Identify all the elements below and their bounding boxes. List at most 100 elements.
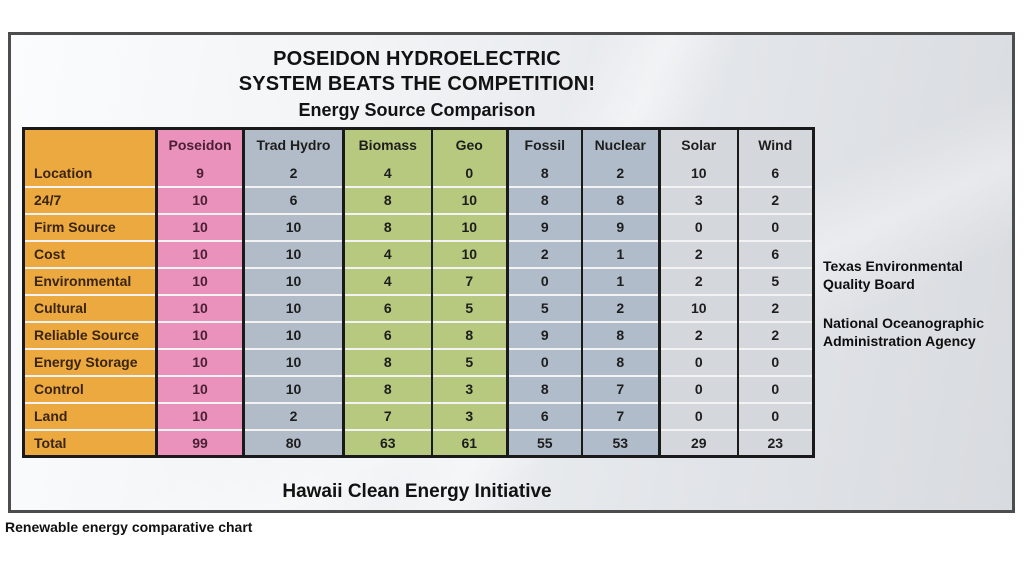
table-row: Control 10 10 8 3 8 7 0 0	[22, 374, 814, 403]
table-cell: 7	[580, 401, 660, 430]
row-label: Energy Storage	[22, 347, 157, 376]
table-cell: 99	[155, 428, 244, 457]
table-row: Firm Source 10 10 8 10 9 9 0 0	[22, 212, 814, 241]
table-cell: 0	[658, 212, 738, 241]
table-cell: 3	[430, 374, 508, 403]
table-cell: 0	[658, 347, 738, 376]
table-row: Energy Storage 10 10 8 5 0 8 0 0	[22, 347, 814, 376]
table-cell: 10	[242, 266, 344, 295]
table-cell: 61	[430, 428, 508, 457]
table-cell: 8	[342, 212, 432, 241]
table-cell: 8	[506, 159, 582, 187]
slide-title-line-1: POSEIDON HYDROELECTRIC	[273, 48, 561, 70]
table-cell: 10	[242, 293, 344, 322]
table-cell: 10	[155, 266, 244, 295]
table-cell: 9	[155, 159, 244, 187]
comparison-table: Poseidon Trad Hydro Biomass Geo Fossil Nuclea…	[22, 127, 815, 458]
column-header: Biomass	[342, 128, 432, 160]
table-cell: 29	[658, 428, 738, 457]
column-header: Nuclear	[580, 128, 660, 160]
row-label: Reliable Source	[22, 320, 157, 349]
table-cell: 3	[658, 185, 738, 214]
table-cell: 2	[242, 401, 344, 430]
side-note-noaa: National Oceanographic Administration Ag…	[823, 315, 985, 349]
table-cell: 0	[736, 401, 814, 430]
table-cell: 10	[155, 239, 244, 268]
table-cell: 10	[242, 239, 344, 268]
table-row: Total 99 80 63 61 55 53 29 23	[22, 428, 814, 457]
slide-title-block: POSEIDON HYDROELECTRIC SYSTEM BEATS THE …	[22, 47, 812, 122]
table-cell: 6	[736, 239, 814, 268]
table-row: 24/7 10 6 8 10 8 8 3 2	[22, 185, 814, 214]
table-cell: 53	[580, 428, 660, 457]
table-cell: 4	[342, 239, 432, 268]
table-cell: 1	[580, 266, 660, 295]
table-cell: 2	[242, 159, 344, 187]
table-cell: 8	[506, 374, 582, 403]
table-cell: 7	[430, 266, 508, 295]
table-cell: 23	[736, 428, 814, 457]
table-cell: 2	[658, 239, 738, 268]
row-label: Control	[22, 374, 157, 403]
table-cell: 10	[242, 374, 344, 403]
table-cell: 5	[506, 293, 582, 322]
row-label: Land	[22, 401, 157, 430]
row-label: Location	[22, 159, 157, 187]
table-cell: 5	[430, 347, 508, 376]
table-cell: 55	[506, 428, 582, 457]
table-cell: 63	[342, 428, 432, 457]
table-cell: 10	[658, 293, 738, 322]
table-cell: 10	[155, 185, 244, 214]
table-cell: 10	[242, 212, 344, 241]
table-cell: 2	[506, 239, 582, 268]
column-header: Wind	[736, 128, 814, 160]
column-header: Poseidon	[155, 128, 244, 160]
table-cell: 10	[155, 347, 244, 376]
table-row: Reliable Source 10 10 6 8 9 8 2 2	[22, 320, 814, 349]
table-cell: 0	[736, 212, 814, 241]
table-cell: 8	[430, 320, 508, 349]
table-row: Location 9 2 4 0 8 2 10 6	[22, 159, 814, 187]
presentation-slide: POSEIDON HYDROELECTRIC SYSTEM BEATS THE …	[8, 32, 1015, 513]
table-cell: 10	[155, 293, 244, 322]
column-header: Solar	[658, 128, 738, 160]
table-cell: 0	[506, 266, 582, 295]
table-cell: 6	[342, 320, 432, 349]
table-cell: 0	[430, 159, 508, 187]
table-cell: 10	[155, 374, 244, 403]
slide-footer: Hawaii Clean Energy Initiative	[282, 481, 552, 502]
table-cell: 8	[506, 185, 582, 214]
row-label: 24/7	[22, 185, 157, 214]
table-cell: 10	[430, 239, 508, 268]
table-cell: 80	[242, 428, 344, 457]
table-row: Land 10 2 7 3 6 7 0 0	[22, 401, 814, 430]
table-cell: 8	[342, 374, 432, 403]
row-label: Environmental	[22, 266, 157, 295]
table-cell: 2	[736, 185, 814, 214]
table-cell: 8	[342, 347, 432, 376]
row-label: Total	[22, 428, 157, 457]
table-cell: 2	[736, 293, 814, 322]
side-note-texas: Texas Environmental Quality Board	[823, 258, 963, 292]
slide-title-line-2: SYSTEM BEATS THE COMPETITION!	[238, 73, 596, 95]
table-cell: 10	[155, 320, 244, 349]
image-caption: Renewable energy comparative chart	[5, 519, 253, 535]
table-cell: 5	[430, 293, 508, 322]
table-cell: 6	[342, 293, 432, 322]
table-cell: 5	[736, 266, 814, 295]
table-cell: 8	[580, 347, 660, 376]
table-cell: 8	[580, 320, 660, 349]
table-row: Cultural 10 10 6 5 5 2 10 2	[22, 293, 814, 322]
table-cell: 8	[580, 185, 660, 214]
table-cell: 10	[242, 320, 344, 349]
table-cell: 2	[736, 320, 814, 349]
table-cell: 10	[430, 212, 508, 241]
row-label: Cost	[22, 239, 157, 268]
column-header: Fossil	[506, 128, 582, 160]
table-cell: 4	[342, 266, 432, 295]
table-cell: 0	[736, 347, 814, 376]
table-cell: 7	[342, 401, 432, 430]
table-cell: 0	[506, 347, 582, 376]
table-cell: 10	[155, 212, 244, 241]
